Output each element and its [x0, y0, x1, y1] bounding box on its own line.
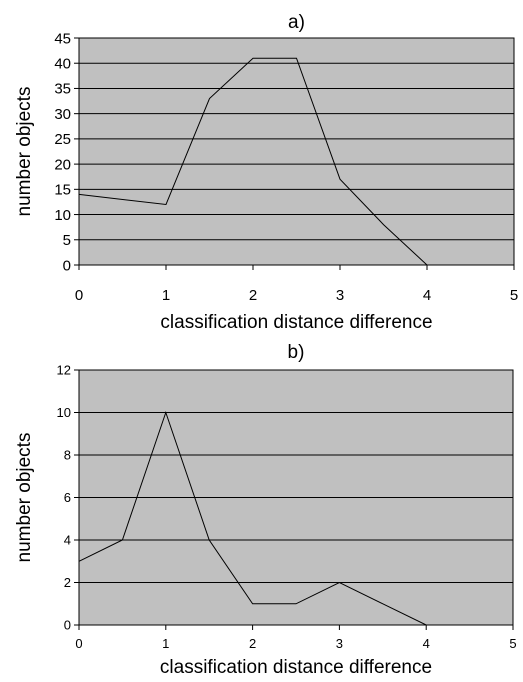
data-point	[425, 624, 427, 626]
y-tick-label: 25	[54, 131, 71, 148]
x-tick-label: 5	[509, 636, 516, 651]
x-tick-label: 4	[423, 636, 430, 651]
chart-title: a)	[288, 12, 305, 33]
x-tick-label: 3	[336, 636, 343, 651]
x-tick-label: 3	[336, 287, 344, 304]
y-tick-label: 0	[63, 257, 71, 274]
data-point	[165, 203, 167, 205]
x-tick-label: 5	[510, 287, 518, 304]
x-tick-label: 2	[249, 287, 257, 304]
y-tick-label: 10	[57, 405, 71, 420]
y-tick-label: 35	[54, 81, 71, 98]
x-tick-label: 0	[75, 636, 82, 651]
data-point	[426, 264, 428, 266]
data-point	[295, 57, 297, 59]
y-tick-label: 45	[54, 30, 71, 47]
y-axis-label: number objects	[14, 87, 35, 217]
series-line	[78, 57, 471, 266]
y-axis-label: number objects	[14, 433, 35, 563]
x-tick-label: 1	[162, 287, 170, 304]
x-tick-label: 4	[423, 287, 431, 304]
data-point	[78, 560, 80, 562]
data-point	[78, 193, 80, 195]
series-line	[78, 410, 470, 626]
y-tick-label: 6	[64, 490, 71, 505]
x-tick-label: 0	[75, 287, 83, 304]
plot-area	[78, 37, 515, 266]
chart-title: b)	[288, 342, 305, 363]
data-point	[165, 411, 167, 413]
y-tick-label: 20	[54, 156, 71, 173]
data-point	[208, 539, 210, 541]
x-tick-label: 2	[249, 636, 256, 651]
data-point	[469, 264, 471, 266]
y-tick-label: 5	[63, 232, 71, 249]
y-tick-label: 30	[54, 106, 71, 123]
x-axis-label: classification distance difference	[160, 312, 432, 333]
data-point	[468, 624, 470, 626]
data-point	[252, 57, 254, 59]
data-point	[339, 178, 341, 180]
data-point	[295, 603, 297, 605]
data-point	[338, 581, 340, 583]
y-tick-label: 4	[64, 533, 71, 548]
data-point	[121, 539, 123, 541]
y-tick-label: 40	[54, 55, 71, 72]
y-tick-label: 0	[64, 618, 71, 633]
y-tick-label: 10	[54, 207, 71, 224]
y-tick-label: 15	[54, 182, 71, 199]
y-tick-label: 2	[64, 575, 71, 590]
y-tick-label: 8	[64, 448, 71, 463]
y-tick-label: 12	[57, 363, 71, 378]
data-point	[382, 223, 384, 225]
data-point	[382, 603, 384, 605]
x-tick-label: 1	[162, 636, 169, 651]
data-point	[208, 97, 210, 99]
data-point	[251, 603, 253, 605]
x-axis-label: classification distance difference	[160, 657, 432, 678]
